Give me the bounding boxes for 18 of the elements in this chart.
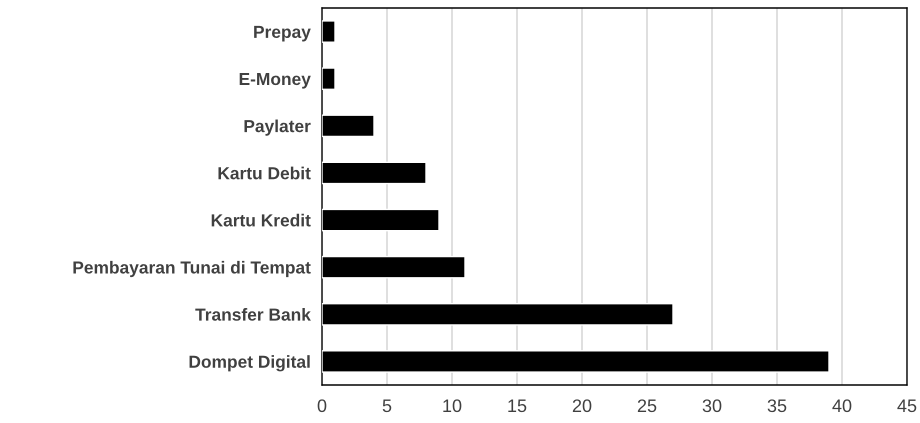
- y-tick-label: Dompet Digital: [190, 355, 310, 372]
- x-tick-label: 15: [508, 400, 526, 412]
- x-tick-label: 20: [572, 399, 592, 412]
- x-tick-label: 40: [832, 399, 852, 412]
- y-tick-label: Prepay: [254, 26, 311, 42]
- y-tick-label: Transfer Bank: [195, 308, 311, 321]
- y-tick-label: Pembayaran Tunai di Tempat: [73, 260, 311, 278]
- x-tick-label: 30: [702, 399, 722, 412]
- x-tick-label: 0: [318, 399, 326, 412]
- x-tick-label: 35: [768, 399, 786, 412]
- y-tick-label: Paylater: [244, 120, 311, 136]
- y-tick-label: Kartu Debit: [218, 166, 311, 180]
- y-tick-label: E-Money: [240, 73, 311, 89]
- x-tick-label: 10: [443, 399, 462, 412]
- y-tick-label: Kartu Kredit: [212, 214, 311, 227]
- x-tick-label: 5: [382, 400, 392, 412]
- x-tick-label: 45: [897, 400, 916, 412]
- x-tick-label: 25: [638, 399, 656, 412]
